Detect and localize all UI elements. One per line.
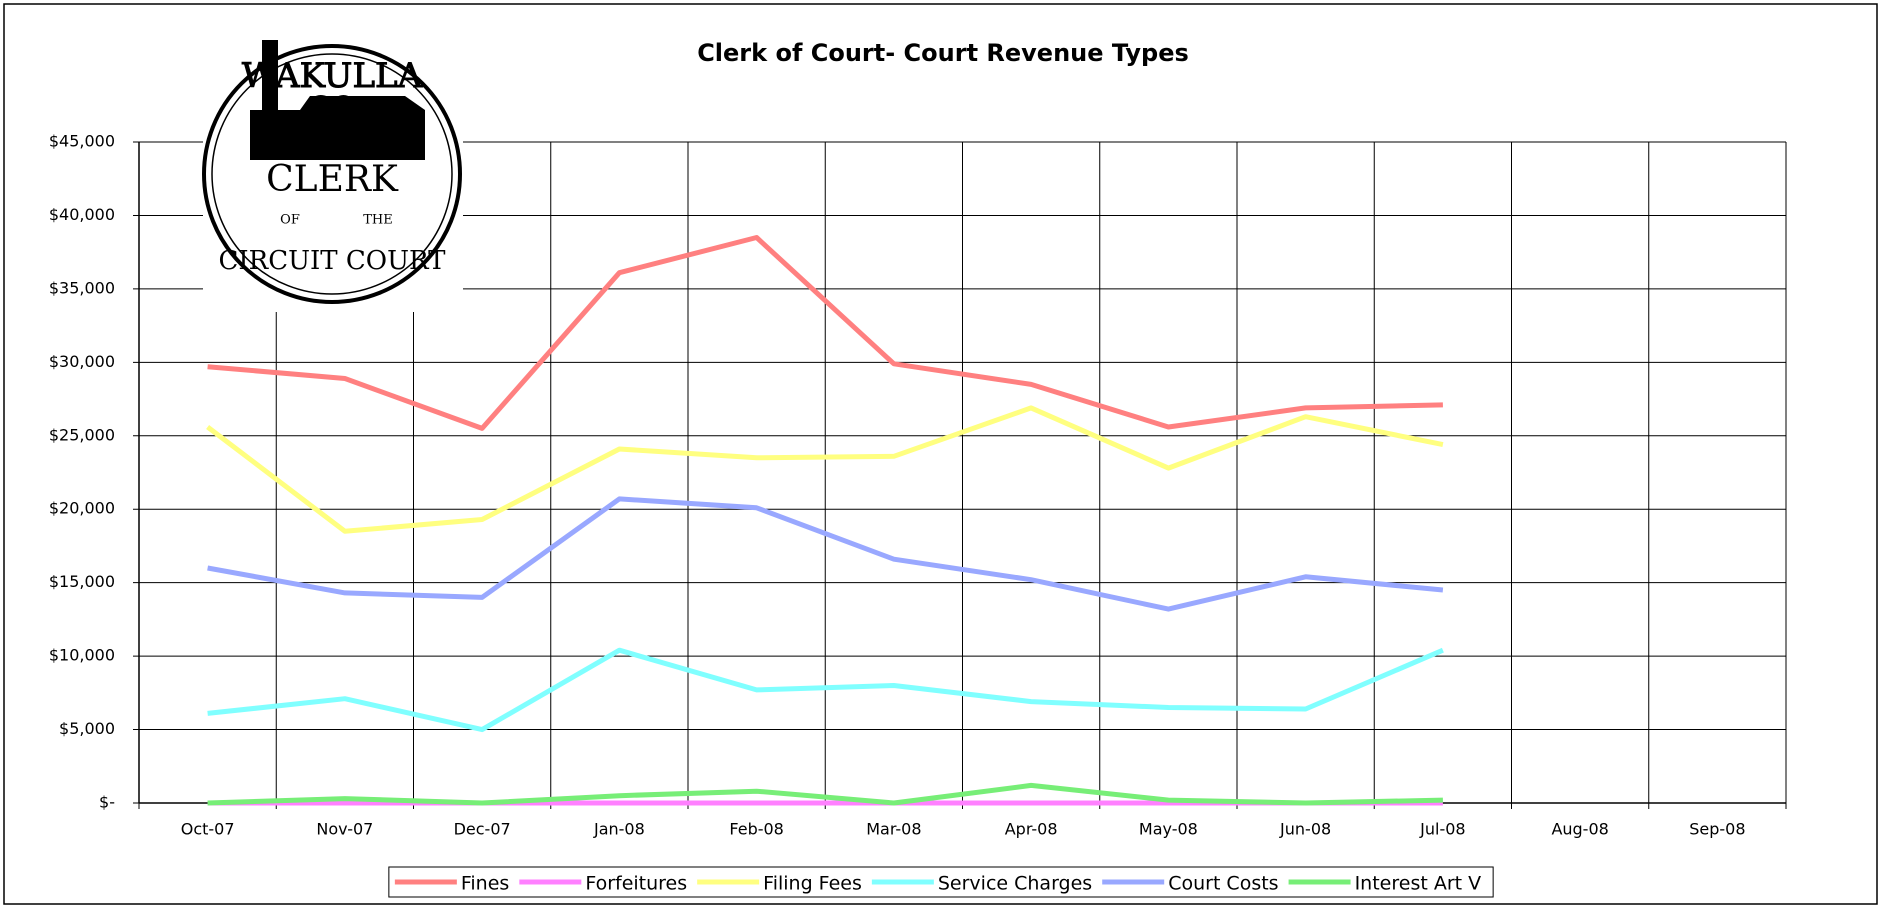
- logo-text: CLERK: [266, 159, 399, 200]
- logo-text: CO: [308, 91, 356, 126]
- x-tick-label: Jun-08: [1279, 820, 1331, 839]
- legend-label: Court Costs: [1168, 873, 1278, 895]
- y-tick-label: $40,000: [49, 205, 115, 224]
- logo-ring-inner: [211, 53, 453, 295]
- y-tick-label: $30,000: [49, 352, 115, 371]
- x-tick-label: Feb-08: [729, 820, 783, 839]
- series-line: [207, 647, 1444, 733]
- y-tick-label: $20,000: [49, 499, 115, 518]
- chart-title: Clerk of Court- Court Revenue Types: [697, 39, 1189, 67]
- y-tick-label: $10,000: [49, 646, 115, 665]
- series-line: [206, 405, 1444, 534]
- legend-label: Forfeitures: [585, 873, 687, 895]
- legend-label: Filing Fees: [763, 873, 862, 895]
- series-line: [207, 496, 1444, 612]
- x-tick-label: May-08: [1139, 820, 1198, 839]
- x-tick-label: Apr-08: [1005, 820, 1058, 839]
- series-line: [207, 235, 1443, 431]
- series-line: [207, 782, 1443, 806]
- logo-text: WAKULLA: [242, 56, 423, 96]
- logo-text: OF: [280, 213, 300, 228]
- y-tick-label: $45,000: [49, 132, 115, 151]
- logo-text: CIRCUIT COURT: [218, 246, 446, 276]
- y-tick-label: $15,000: [49, 572, 115, 591]
- x-tick-label: Oct-07: [181, 820, 235, 839]
- y-tick-label: $25,000: [49, 425, 115, 444]
- y-tick-label: $5,000: [59, 719, 115, 738]
- legend-label: Fines: [461, 873, 509, 895]
- x-tick-label: Jan-08: [593, 820, 645, 839]
- legend-label: Service Charges: [938, 873, 1092, 895]
- x-tick-label: Nov-07: [316, 820, 373, 839]
- x-tick-label: Sep-08: [1689, 820, 1745, 839]
- y-tick-label: $-: [99, 793, 115, 812]
- x-tick-label: Mar-08: [866, 820, 921, 839]
- y-tick-label: $35,000: [49, 278, 115, 297]
- logo-building: [250, 96, 425, 160]
- logo-text: THE: [363, 213, 393, 228]
- x-tick-label: Aug-08: [1551, 820, 1608, 839]
- x-tick-label: Jul-08: [1419, 820, 1465, 839]
- x-tick-label: Dec-07: [454, 820, 511, 839]
- legend-label: Interest Art V: [1355, 873, 1482, 895]
